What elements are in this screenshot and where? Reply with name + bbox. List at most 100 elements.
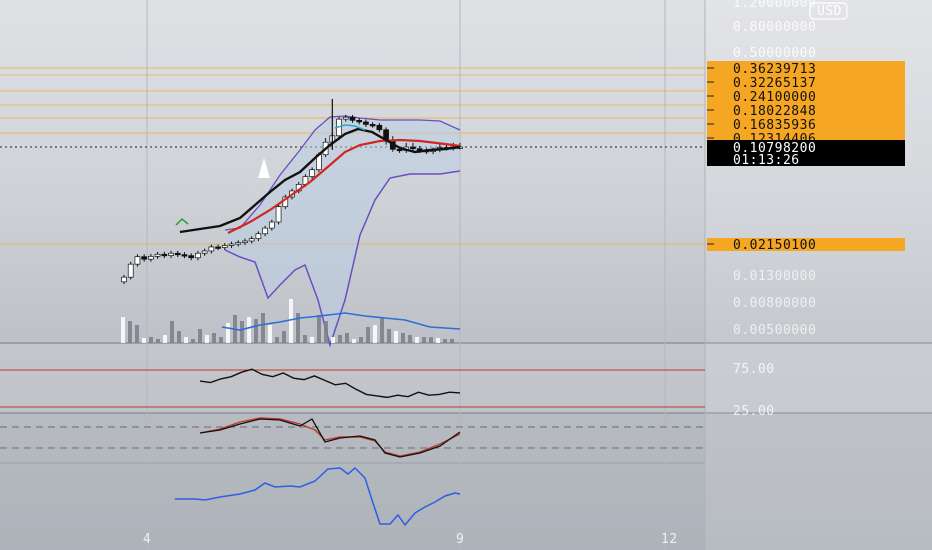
price-level-badge <box>707 89 905 103</box>
ema-fast-line <box>179 127 461 234</box>
candle <box>262 227 268 235</box>
price-level-label: 0.32265137 <box>733 76 816 91</box>
volume-bar <box>324 321 328 343</box>
price-level-label: 0.36239713 <box>733 62 816 77</box>
volume-bar <box>142 338 146 343</box>
volume-bar <box>135 325 139 343</box>
volume-scale-label: 0.00500000 <box>733 323 816 338</box>
volume-bar <box>296 313 300 343</box>
candle <box>127 263 134 278</box>
volume-bar <box>282 331 286 343</box>
scale-label: 0.80000000 <box>733 20 816 35</box>
candle <box>410 146 416 150</box>
price-level-badge <box>707 61 905 75</box>
scale-label: 0.50000000 <box>733 46 816 61</box>
volume-bar <box>191 339 195 343</box>
price-level-badge <box>707 75 905 89</box>
candle <box>235 242 242 245</box>
volume-bar <box>275 337 279 343</box>
volume-bar <box>177 331 181 343</box>
candle <box>201 250 208 254</box>
volume-bar <box>352 339 356 343</box>
candle <box>396 148 403 152</box>
volume-bar <box>289 299 293 343</box>
currency-badge <box>809 2 848 20</box>
rsi-line <box>199 368 461 399</box>
volume-bar <box>422 337 426 343</box>
volume-bar <box>310 337 314 343</box>
volume-bar <box>198 329 202 343</box>
currency-label: USD <box>817 4 842 19</box>
volume-bar <box>345 333 349 343</box>
time-axis-label: 4 <box>143 532 151 547</box>
current-price-badge <box>707 140 905 166</box>
candle <box>161 253 168 257</box>
support-level-label: 0.02150100 <box>733 238 816 253</box>
scale-label: 1.20000000 <box>733 0 816 11</box>
candle <box>369 124 376 127</box>
rsi-pane-bg <box>0 343 932 413</box>
volume-bar <box>240 321 244 343</box>
volume-bar <box>366 327 370 343</box>
volume-bar <box>184 337 188 343</box>
volume-bar <box>121 317 125 343</box>
volume-bar <box>128 321 132 343</box>
candle <box>228 243 235 246</box>
candle <box>268 221 275 229</box>
price-level-label: 0.16835936 <box>733 118 816 133</box>
volume-bar <box>415 337 419 343</box>
volume-bar <box>408 335 412 343</box>
bollinger-fill <box>225 116 460 345</box>
volume-bar <box>401 333 405 343</box>
ema-slow-line <box>227 138 461 234</box>
volume-ma-line <box>221 312 461 331</box>
volume-bar <box>380 317 384 343</box>
volume-bar <box>443 339 447 343</box>
price-level-badge <box>707 117 905 131</box>
candle <box>309 169 316 177</box>
volume-bar <box>205 335 209 343</box>
volume-bar <box>359 337 363 343</box>
volume-bar <box>226 323 230 343</box>
volume-bar <box>450 339 454 343</box>
candle <box>148 255 154 260</box>
candle <box>208 246 215 252</box>
volume-bar <box>261 313 265 343</box>
volume-bar <box>163 335 167 343</box>
volume-bar <box>170 321 174 343</box>
volume-bar <box>394 331 398 343</box>
candle <box>168 252 174 256</box>
candle <box>248 238 255 242</box>
volume-scale-label: 0.01300000 <box>733 269 816 284</box>
candle <box>174 252 181 256</box>
volume-bar <box>373 325 377 343</box>
white-marker <box>258 158 270 178</box>
candle <box>134 256 141 265</box>
candle <box>342 116 349 120</box>
volume-bar <box>156 339 160 343</box>
volume-bar <box>436 338 440 343</box>
price-level-badge <box>707 103 905 117</box>
candle <box>275 206 282 223</box>
candle <box>242 240 248 243</box>
candle <box>221 245 228 248</box>
price-level-label: 0.24100000 <box>733 90 816 105</box>
volume-bar <box>303 335 307 343</box>
time-axis-label: 12 <box>661 532 678 547</box>
current-price-label: 0.10798200 <box>733 141 816 156</box>
volume-bar <box>219 337 223 343</box>
candle <box>215 246 221 249</box>
signal-line <box>175 217 189 226</box>
volume-bar <box>338 335 342 343</box>
lower-pane-bg <box>0 413 932 550</box>
candle <box>188 255 195 259</box>
candle <box>141 256 148 260</box>
candle <box>195 252 201 259</box>
rsi-lower-label: 25.00 <box>733 404 775 419</box>
support-level-badge <box>707 238 905 251</box>
volume-bar <box>331 337 335 343</box>
macd-signal-line <box>199 417 461 457</box>
rsi-upper-label: 75.00 <box>733 362 775 377</box>
